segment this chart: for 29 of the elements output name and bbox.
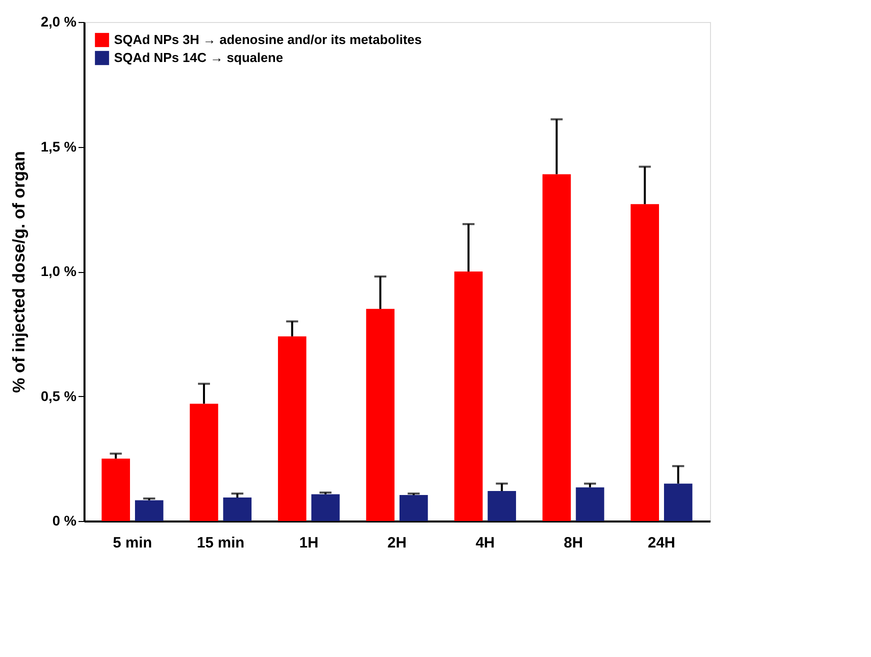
bar bbox=[278, 336, 306, 521]
x-tick-label: 15 min bbox=[196, 534, 244, 552]
bar bbox=[366, 308, 394, 521]
bar bbox=[488, 491, 516, 521]
x-tick-label: 1H bbox=[299, 534, 318, 552]
y-axis-title: % of injected dose/g. of organ bbox=[10, 151, 29, 393]
y-tick-label: 1,5 % bbox=[40, 138, 78, 154]
bar bbox=[454, 272, 483, 521]
y-tick-label: 1,0 % bbox=[40, 263, 78, 279]
bar bbox=[102, 458, 130, 521]
x-tick-label: 4H bbox=[476, 534, 495, 552]
bar bbox=[223, 498, 252, 521]
x-tick-label: 8H bbox=[564, 534, 583, 552]
bar bbox=[576, 487, 604, 521]
bar bbox=[400, 495, 428, 521]
y-tick-label: 0,5 % bbox=[40, 388, 78, 404]
legend-label: SQAd NPs 3H → adenosine and/or its metabolites bbox=[114, 32, 422, 47]
bar bbox=[190, 404, 218, 521]
bar bbox=[664, 484, 692, 521]
x-tick-label: 24H bbox=[648, 534, 676, 552]
x-tick-label: 5 min bbox=[112, 534, 152, 552]
bar bbox=[542, 174, 571, 521]
y-tick-label: 0 % bbox=[52, 512, 78, 528]
bar bbox=[134, 500, 164, 521]
y-tick-label: 2,0 % bbox=[40, 14, 78, 30]
x-tick-label: 2H bbox=[387, 534, 407, 552]
legend-label: SQAd NPs 14C → squalene bbox=[114, 50, 284, 65]
bar bbox=[630, 204, 660, 521]
bar bbox=[311, 494, 340, 521]
